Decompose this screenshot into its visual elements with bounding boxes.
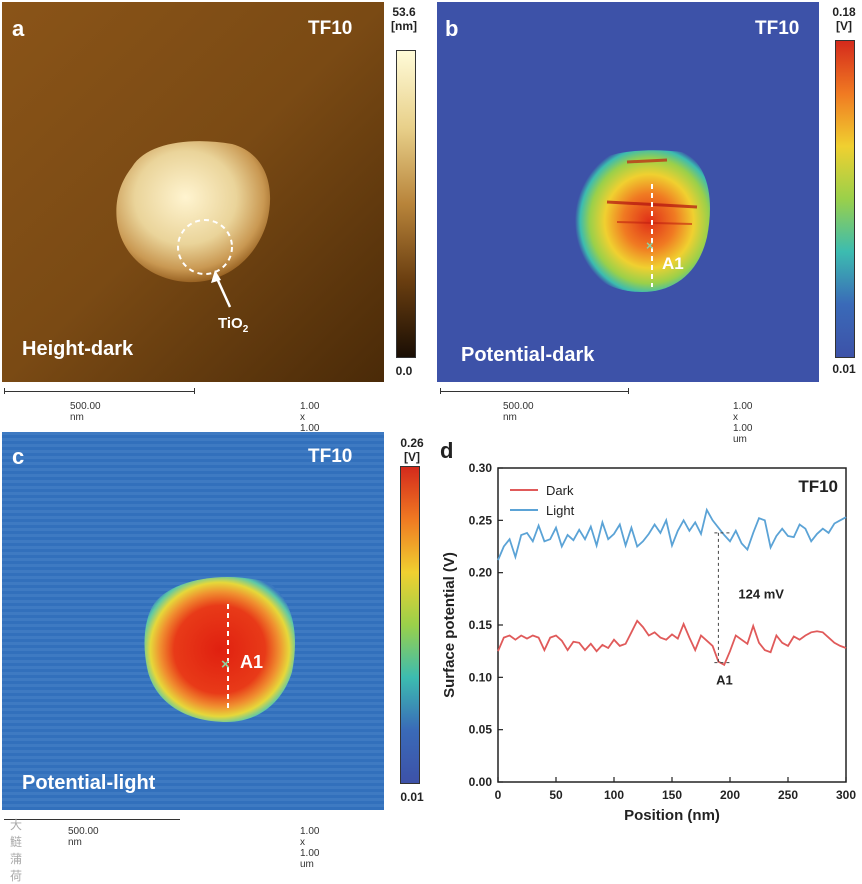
colorbar-min-b: 0.01 xyxy=(832,362,856,376)
legend-label-light: Light xyxy=(546,503,575,518)
scalebar-label-c: 500.00 nm xyxy=(68,826,99,848)
marker-a1-b: A1 xyxy=(662,254,684,273)
scalebar-label-b: 500.00 nm xyxy=(503,401,534,423)
legend-label-dark: Dark xyxy=(546,483,574,498)
y-tick-label: 0.15 xyxy=(469,618,493,632)
colorbar-unit-b: [V] xyxy=(836,19,852,33)
colorbar-max-b: 0.18 xyxy=(832,5,856,19)
series-line-light xyxy=(497,507,847,561)
colorbar-c xyxy=(400,466,420,784)
scalebar-label-a: 500.00 nm xyxy=(70,401,101,423)
y-axis-label: Surface potential (V) xyxy=(441,552,458,698)
potential-light-image: × xyxy=(2,432,384,810)
y-tick-label: 0.20 xyxy=(469,566,493,580)
panel-letter-c: c xyxy=(12,444,25,469)
x-tick-label: 0 xyxy=(495,788,502,802)
point-annotation-a1: A1 xyxy=(716,673,733,688)
potential-dark-image: × xyxy=(437,2,819,382)
colorbar-max-a: 53.6 xyxy=(392,5,416,19)
tio2-annotation: TiO2 xyxy=(218,315,249,335)
x-tick-label: 100 xyxy=(604,788,624,802)
panel-letter-d: d xyxy=(440,438,454,463)
scan-size-b: 1.00 x 1.00 um xyxy=(733,401,753,445)
colorbar-b xyxy=(835,40,855,358)
x-tick-label: 250 xyxy=(778,788,798,802)
potential-dark-map: × b TF10 Potential-dark A1 xyxy=(437,2,819,382)
sample-label-b: TF10 xyxy=(755,18,800,39)
svg-text:×: × xyxy=(646,238,654,253)
marker-a1-c: A1 xyxy=(240,652,264,672)
scalebar-a xyxy=(4,391,194,392)
colorbar-unit-c: [V] xyxy=(404,450,420,464)
panel-letter-a: a xyxy=(12,16,25,41)
colorbar-unit-a: [nm] xyxy=(391,19,417,33)
colorbar-a xyxy=(396,50,416,358)
y-tick-label: 0.10 xyxy=(469,670,493,684)
tio2-circle xyxy=(177,219,233,275)
surface-potential-chart: 0 50 100 150 200 250 300 0.00 0.05 0.10 0.15 0.20 0.… xyxy=(441,461,856,824)
colorbar-min-c: 0.01 xyxy=(400,790,424,804)
x-tick-label: 150 xyxy=(662,788,682,802)
watermark: 大鲢蒲荷 xyxy=(10,818,23,883)
scan-size-c: 1.00 x 1.00 um xyxy=(300,826,320,870)
y-tick-label: 0.00 xyxy=(469,775,493,789)
chart-title: TF10 xyxy=(798,477,838,496)
colorbar-min-a: 0.0 xyxy=(395,364,413,378)
panel-letter-b: b xyxy=(445,16,459,41)
sample-label-a: TF10 xyxy=(308,18,353,39)
series-line-dark xyxy=(497,619,847,667)
map-label-potential-light: Potential-light xyxy=(22,772,156,794)
y-tick-label: 0.30 xyxy=(469,461,493,475)
scalebar-c xyxy=(4,819,180,820)
y-tick-label: 0.05 xyxy=(469,723,493,737)
x-axis-label: Position (nm) xyxy=(624,807,720,824)
map-label-potential-dark: Potential-dark xyxy=(461,344,595,366)
svg-text:×: × xyxy=(221,656,230,673)
sample-label-c: TF10 xyxy=(308,446,353,467)
height-map: a TF10 Height-dark TiO2 xyxy=(2,2,384,382)
delta-annotation: 124 mV xyxy=(738,587,784,602)
y-tick-label: 0.25 xyxy=(469,513,493,527)
map-label-height-dark: Height-dark xyxy=(22,338,134,360)
potential-light-map: × c TF10 Potential-light A1 xyxy=(2,432,384,810)
scalebar-b xyxy=(440,391,628,392)
x-tick-label: 50 xyxy=(549,788,563,802)
x-tick-label: 200 xyxy=(720,788,740,802)
x-tick-label: 300 xyxy=(836,788,856,802)
height-map-image xyxy=(2,2,384,382)
colorbar-max-c: 0.26 xyxy=(400,436,424,450)
